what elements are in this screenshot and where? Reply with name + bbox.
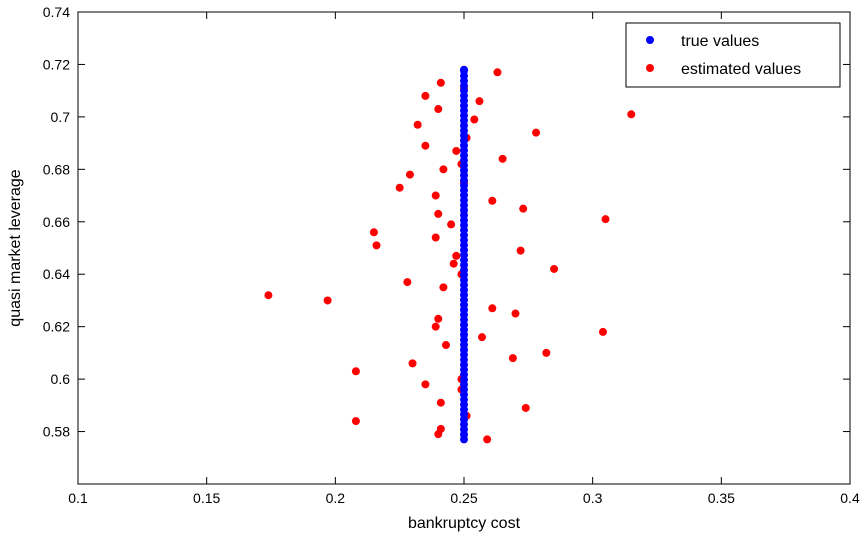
point-estimated-values xyxy=(431,322,440,331)
legend-marker-estimated-values xyxy=(646,64,654,72)
point-estimated-values xyxy=(351,367,360,376)
point-estimated-values xyxy=(421,141,430,150)
point-estimated-values xyxy=(405,170,414,179)
point-estimated-values xyxy=(369,228,378,237)
data-points xyxy=(264,65,636,444)
point-estimated-values xyxy=(434,430,443,439)
point-estimated-values xyxy=(601,215,610,224)
y-tick-label: 0.58 xyxy=(43,424,70,440)
point-estimated-values xyxy=(498,154,507,163)
x-tick-label: 0.3 xyxy=(583,490,603,506)
point-estimated-values xyxy=(395,183,404,192)
point-estimated-values xyxy=(434,314,443,323)
axis-tick-labels: 0.1 0.15 0.2 0.25 0.3 0.35 0.4 0.58 0.6 0.62 0.64 0… xyxy=(43,4,860,506)
point-estimated-values xyxy=(470,115,479,124)
point-estimated-values xyxy=(447,220,456,229)
y-tick-label: 0.74 xyxy=(43,4,70,20)
point-estimated-values xyxy=(521,403,530,412)
point-estimated-values xyxy=(436,78,445,87)
axis-ticks xyxy=(77,11,851,484)
legend-box xyxy=(625,22,841,88)
point-estimated-values xyxy=(408,359,417,368)
legend: true values estimated values xyxy=(625,22,841,88)
y-tick-label: 0.68 xyxy=(43,161,70,177)
point-estimated-values xyxy=(434,105,443,114)
point-estimated-values xyxy=(511,309,520,318)
y-tick-label: 0.72 xyxy=(43,56,70,72)
x-tick-label: 0.4 xyxy=(840,490,860,506)
point-estimated-values xyxy=(488,304,497,313)
point-estimated-values xyxy=(452,251,461,260)
point-estimated-values xyxy=(431,191,440,200)
point-estimated-values xyxy=(264,291,273,300)
point-estimated-values xyxy=(542,348,551,357)
x-tick-label: 0.2 xyxy=(326,490,346,506)
point-estimated-values xyxy=(372,241,381,250)
x-axis-label: bankruptcy cost xyxy=(408,515,521,532)
point-estimated-values xyxy=(519,204,528,213)
point-estimated-values xyxy=(403,278,412,287)
point-estimated-values xyxy=(436,398,445,407)
x-tick-label: 0.25 xyxy=(450,490,477,506)
x-tick-label: 0.1 xyxy=(68,490,88,506)
point-estimated-values xyxy=(550,264,559,273)
y-tick-label: 0.6 xyxy=(51,371,71,387)
point-estimated-values xyxy=(351,417,360,426)
point-estimated-values xyxy=(421,380,430,389)
y-tick-label: 0.7 xyxy=(51,109,71,125)
point-estimated-values xyxy=(431,233,440,242)
point-estimated-values xyxy=(488,196,497,205)
legend-label-estimated-values: estimated values xyxy=(681,61,801,78)
point-estimated-values xyxy=(598,327,607,336)
point-estimated-values xyxy=(421,91,430,100)
y-tick-label: 0.64 xyxy=(43,266,70,282)
legend-label-true-values: true values xyxy=(681,33,759,50)
legend-marker-true-values xyxy=(646,36,654,44)
point-estimated-values xyxy=(532,128,541,137)
y-tick-label: 0.62 xyxy=(43,319,70,335)
x-tick-label: 0.15 xyxy=(193,490,220,506)
point-estimated-values xyxy=(439,283,448,292)
y-axis-label: quasi market leverage xyxy=(7,169,24,327)
point-estimated-values xyxy=(439,165,448,174)
point-estimated-values xyxy=(508,354,517,363)
point-estimated-values xyxy=(483,435,492,444)
series-true-values xyxy=(460,65,468,444)
point-estimated-values xyxy=(449,259,458,268)
point-estimated-values xyxy=(493,68,502,77)
x-tick-label: 0.35 xyxy=(708,490,735,506)
point-estimated-values xyxy=(413,120,422,129)
point-estimated-values xyxy=(516,246,525,255)
point-true-values xyxy=(460,65,468,74)
point-estimated-values xyxy=(478,333,487,342)
y-tick-label: 0.66 xyxy=(43,214,70,230)
point-estimated-values xyxy=(475,97,484,106)
point-estimated-values xyxy=(434,209,443,218)
point-estimated-values xyxy=(627,110,636,119)
point-estimated-values xyxy=(441,341,450,350)
point-estimated-values xyxy=(323,296,332,305)
point-estimated-values xyxy=(452,146,461,155)
